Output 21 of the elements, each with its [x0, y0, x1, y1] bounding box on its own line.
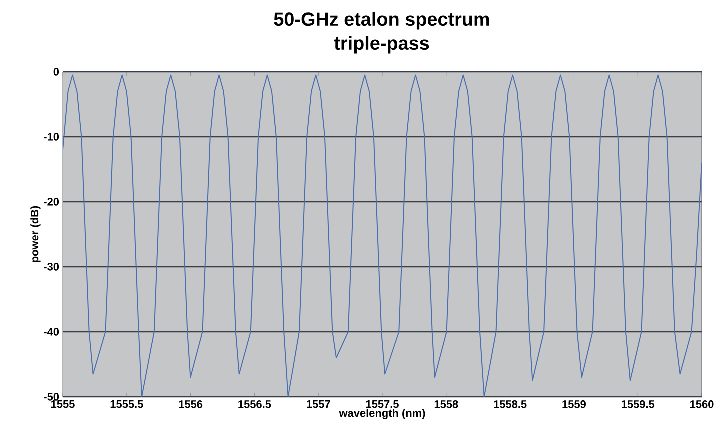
x-axis-title: wavelength (nm) [339, 409, 426, 420]
chart-subtitle: triple-pass [334, 36, 430, 54]
x-tick-label: 1560 [690, 400, 714, 408]
y-axis-title: power (dB) [30, 206, 41, 262]
x-tick-label: 1555 [52, 400, 75, 408]
y-tick-label: -40 [44, 328, 60, 336]
y-tick-label: -20 [44, 198, 60, 206]
y-tick-label: -10 [44, 133, 60, 141]
x-tick-label: 1559.5 [622, 400, 655, 408]
x-tick-label: 1555.5 [110, 400, 144, 408]
x-tick-label: 1557.5 [366, 400, 399, 408]
x-tick-label: 1558.5 [494, 400, 527, 408]
y-tick-label: -30 [44, 263, 60, 271]
x-tick-label: 1558 [434, 400, 458, 408]
y-tick-label: -50 [44, 393, 60, 401]
x-tick-label: 1559 [562, 400, 586, 408]
x-tick-label: 1556 [179, 400, 203, 408]
x-tick-label: 1557 [307, 400, 330, 408]
x-tick-label: 1556.5 [238, 400, 272, 408]
chart-title: 50-GHz etalon spectrum [274, 12, 490, 30]
y-tick-label: 0 [54, 68, 60, 76]
